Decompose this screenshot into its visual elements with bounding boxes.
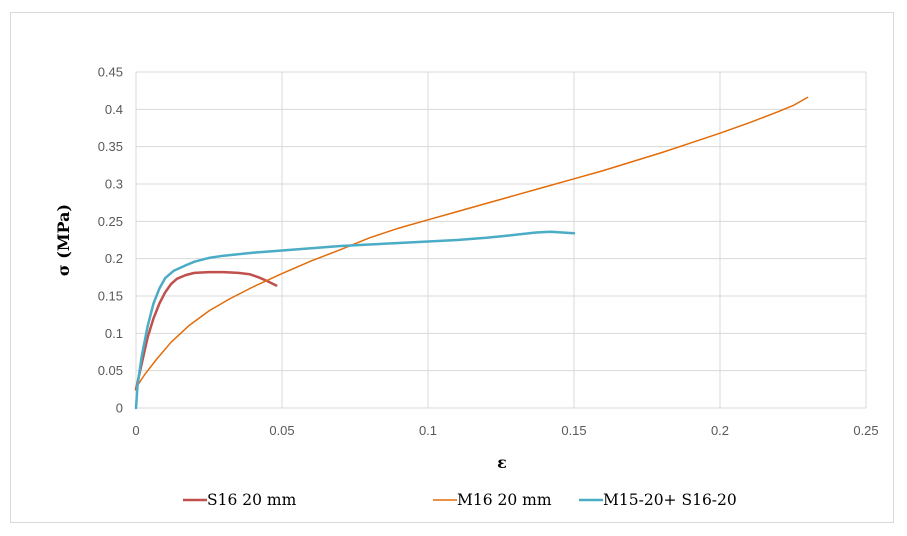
series-layer: [134, 96, 809, 410]
legend-label-2: M16 20 mm: [457, 491, 552, 509]
x-tick-label: 0.15: [561, 423, 586, 438]
grid-lines: [135, 71, 867, 409]
legend-label-1: S16 20 mm: [207, 491, 297, 509]
x-tick-label: 0.1: [419, 423, 437, 438]
y-tick-label: 0: [116, 401, 123, 416]
y-tick-label: 0.35: [98, 139, 123, 154]
x-tick-label: 0.2: [711, 423, 729, 438]
y-tick-label: 0.15: [98, 289, 123, 304]
x-tick-label: 0.05: [269, 423, 294, 438]
y-tick-label: 0.1: [105, 326, 123, 341]
y-tick-labels: 0 0.05 0.1 0.15 0.2 0.25 0.3 0.35 0.4 0.45: [98, 65, 123, 416]
series-line-3: [134, 230, 576, 410]
y-tick-label: 0.4: [105, 102, 123, 117]
x-tick-label: 0: [132, 423, 139, 438]
x-tick-labels: 0 0.05 0.1 0.15 0.2 0.25: [132, 423, 878, 438]
chart-frame: [10, 12, 894, 523]
legend-label-3: M15-20+ S16-20: [603, 491, 737, 509]
x-axis-title: ε: [497, 453, 507, 472]
y-tick-label: 0.3: [105, 177, 123, 192]
y-tick-label: 0.05: [98, 363, 123, 378]
x-tick-label: 0.25: [853, 423, 878, 438]
y-tick-label: 0.2: [105, 251, 123, 266]
series-line-2: [135, 96, 809, 389]
y-axis-title: σ (MPa): [54, 204, 73, 276]
y-tick-label: 0.45: [98, 65, 123, 80]
legend: S16 20 mm M16 20 mm M15-20+ S16-20: [183, 491, 737, 509]
series-line-1: [134, 270, 278, 391]
y-tick-label: 0.25: [98, 214, 123, 229]
